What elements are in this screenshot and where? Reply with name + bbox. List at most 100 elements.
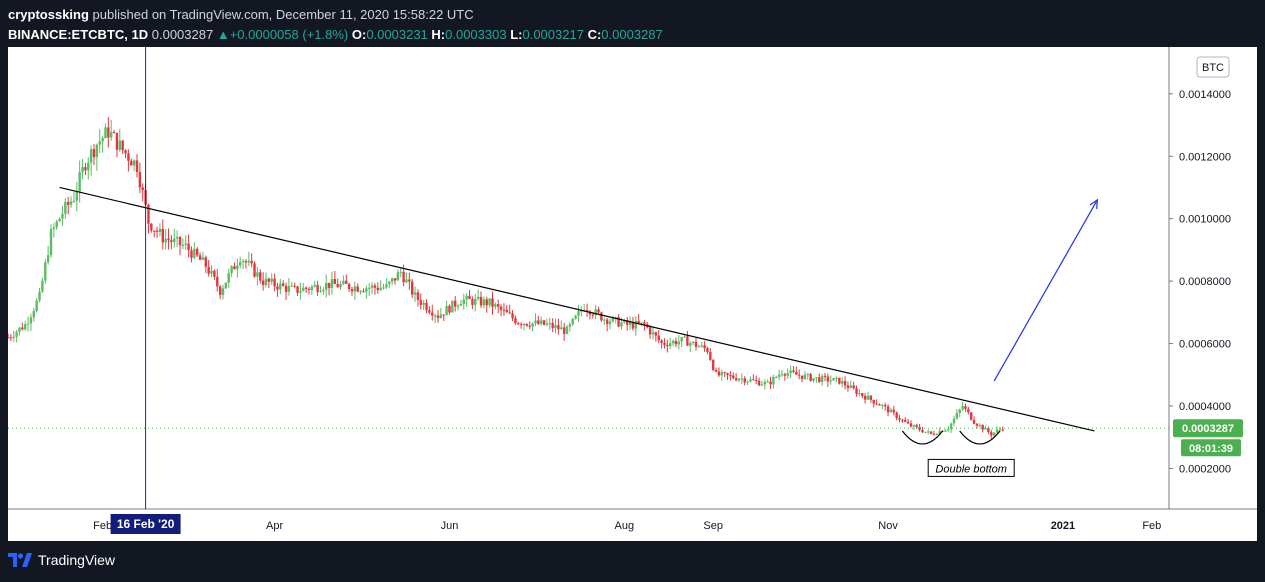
candle bbox=[198, 252, 202, 261]
candle bbox=[78, 160, 81, 203]
candle-body bbox=[419, 299, 422, 305]
candle bbox=[709, 348, 712, 361]
candle bbox=[757, 377, 761, 387]
candle bbox=[24, 320, 27, 331]
candle bbox=[729, 371, 732, 381]
candle bbox=[654, 331, 658, 342]
candle bbox=[528, 321, 531, 330]
candle-body bbox=[44, 262, 47, 281]
candle bbox=[370, 282, 374, 295]
candle-body bbox=[52, 227, 56, 230]
candle bbox=[835, 376, 838, 383]
candle-body bbox=[130, 160, 133, 166]
candle-body bbox=[101, 138, 104, 142]
candle-body bbox=[734, 378, 738, 381]
candle-body bbox=[379, 287, 382, 291]
tradingview-logo-icon[interactable] bbox=[8, 553, 32, 567]
annotation-box bbox=[927, 458, 1015, 477]
candle bbox=[213, 269, 216, 280]
candle-body bbox=[591, 314, 594, 316]
candle bbox=[385, 278, 388, 290]
candle bbox=[290, 281, 293, 287]
candle bbox=[327, 282, 331, 296]
candle-body bbox=[657, 335, 660, 341]
candle-body bbox=[585, 310, 589, 312]
candle-body bbox=[330, 279, 334, 288]
candle-body bbox=[87, 162, 90, 171]
candle bbox=[330, 271, 334, 295]
candle bbox=[181, 238, 185, 250]
close-label: C: bbox=[587, 27, 602, 42]
y-tick-label: 0.0002000 bbox=[1179, 463, 1231, 475]
candle-body bbox=[115, 132, 119, 150]
candle bbox=[792, 366, 795, 374]
candle bbox=[313, 280, 316, 288]
annotation-label: Double bottom bbox=[935, 463, 1007, 475]
chart-header: cryptossking published on TradingView.co… bbox=[8, 5, 663, 45]
candle bbox=[898, 414, 901, 423]
candle-body bbox=[798, 374, 801, 376]
candle-body bbox=[402, 271, 405, 283]
candle-body bbox=[201, 257, 205, 260]
candle-body bbox=[15, 331, 18, 337]
candle bbox=[67, 196, 70, 215]
candle bbox=[350, 286, 354, 296]
candle-body bbox=[663, 342, 666, 345]
candle-body bbox=[843, 380, 847, 386]
candle-body bbox=[852, 385, 855, 389]
candle-body bbox=[875, 403, 878, 405]
candle-body bbox=[304, 287, 308, 289]
candle bbox=[299, 282, 302, 300]
candle bbox=[866, 391, 870, 400]
candle-body bbox=[571, 318, 574, 325]
countdown-tag-label: 08:01:39 bbox=[1189, 443, 1233, 455]
candle bbox=[118, 128, 121, 152]
candle bbox=[127, 149, 130, 172]
candle bbox=[818, 373, 821, 384]
candle bbox=[44, 258, 47, 284]
candle bbox=[588, 309, 592, 320]
candle-body bbox=[471, 299, 474, 305]
candle-body bbox=[89, 149, 93, 163]
candle bbox=[439, 307, 443, 319]
candle bbox=[651, 326, 655, 340]
candle bbox=[580, 306, 583, 317]
candle bbox=[61, 205, 64, 227]
candle-body bbox=[227, 272, 230, 283]
candle-body bbox=[425, 302, 428, 311]
candle-body bbox=[990, 432, 993, 436]
candle-body bbox=[878, 404, 881, 406]
candle-body bbox=[138, 172, 142, 188]
candle-body bbox=[55, 221, 58, 228]
candle bbox=[491, 291, 494, 315]
candle bbox=[849, 380, 852, 389]
candle-body bbox=[362, 291, 365, 293]
candle-body bbox=[58, 218, 61, 222]
candle bbox=[353, 281, 357, 300]
candle-body bbox=[924, 431, 927, 433]
price-chart[interactable]: BTC 0.0002000 0.0004000 0.0006000 0.0008000 0… bbox=[8, 47, 1257, 541]
candle-body bbox=[838, 377, 841, 384]
candle bbox=[26, 316, 30, 332]
candle bbox=[841, 376, 844, 388]
candle bbox=[239, 256, 242, 269]
candle-body bbox=[84, 167, 87, 171]
candle-body bbox=[517, 323, 520, 325]
chart-panel[interactable]: BTC 0.0002000 0.0004000 0.0006000 0.0008000 0… bbox=[8, 47, 1257, 541]
candle-body bbox=[336, 284, 339, 288]
candle-body bbox=[881, 404, 884, 406]
candle-body bbox=[482, 299, 486, 306]
candle-body bbox=[224, 282, 228, 289]
candle bbox=[284, 282, 288, 300]
candle bbox=[734, 373, 738, 382]
candle-body bbox=[26, 323, 30, 325]
candle bbox=[875, 399, 878, 406]
candle bbox=[471, 296, 474, 310]
brand-name[interactable]: TradingView bbox=[38, 552, 116, 568]
candle bbox=[514, 315, 517, 326]
author-name[interactable]: cryptossking bbox=[8, 7, 89, 22]
candle bbox=[333, 270, 336, 285]
x-tick-label: Nov bbox=[878, 520, 898, 532]
candle-body bbox=[49, 229, 53, 256]
candle-body bbox=[637, 320, 640, 324]
